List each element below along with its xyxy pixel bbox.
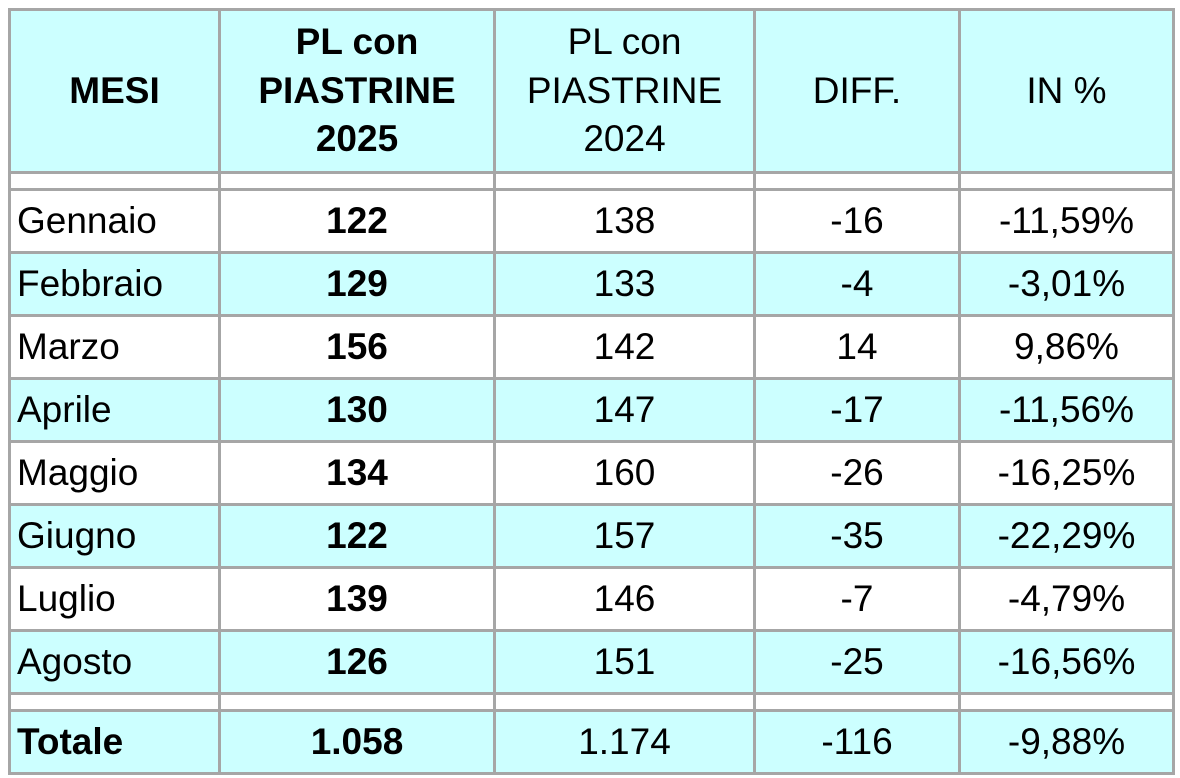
header-row: MESI PL con PIASTRINE 2025 PL con PIASTR… [8,8,1175,174]
month-cell: Febbraio [8,251,221,317]
value-2024-cell: 133 [493,251,756,317]
month-cell: Maggio [8,440,221,506]
header-diff: DIFF. [753,8,961,174]
value-2024-cell: 151 [493,629,756,695]
value-2025-cell: 122 [218,503,496,569]
table-row-marzo: Marzo 156 142 14 9,86% [8,314,1175,380]
table-row-luglio: Luglio 139 146 -7 -4,79% [8,566,1175,632]
table-row-gennaio: Gennaio 122 138 -16 -11,59% [8,188,1175,254]
pct-cell: -4,79% [958,566,1175,632]
diff-cell: -26 [753,440,961,506]
diff-cell: -25 [753,629,961,695]
total-row: Totale 1.058 1.174 -116 -9,88% [8,709,1175,775]
month-cell: Luglio [8,566,221,632]
value-2024-cell: 160 [493,440,756,506]
pct-cell: -3,01% [958,251,1175,317]
month-cell: Gennaio [8,188,221,254]
pct-cell: 9,86% [958,314,1175,380]
pct-cell: -16,25% [958,440,1175,506]
pct-cell: -22,29% [958,503,1175,569]
month-cell: Marzo [8,314,221,380]
header-pl-piastrine-2024: PL con PIASTRINE 2024 [493,8,756,174]
value-2025-cell: 130 [218,377,496,443]
diff-cell: -4 [753,251,961,317]
month-cell: Aprile [8,377,221,443]
monthly-comparison-table: MESI PL con PIASTRINE 2025 PL con PIASTR… [8,8,1175,775]
diff-cell: -7 [753,566,961,632]
total-pct-cell: -9,88% [958,709,1175,775]
pct-cell: -11,59% [958,188,1175,254]
value-2024-cell: 138 [493,188,756,254]
value-2025-cell: 156 [218,314,496,380]
total-label-cell: Totale [8,709,221,775]
value-2025-cell: 129 [218,251,496,317]
table-row-agosto: Agosto 126 151 -25 -16,56% [8,629,1175,695]
pct-cell: -16,56% [958,629,1175,695]
month-cell: Agosto [8,629,221,695]
value-2025-cell: 126 [218,629,496,695]
pct-cell: -11,56% [958,377,1175,443]
diff-cell: -16 [753,188,961,254]
value-2024-cell: 157 [493,503,756,569]
table-row-giugno: Giugno 122 157 -35 -22,29% [8,503,1175,569]
value-2024-cell: 147 [493,377,756,443]
header-mesi: MESI [8,8,221,174]
value-2025-cell: 134 [218,440,496,506]
month-cell: Giugno [8,503,221,569]
spacer-row [8,171,1175,191]
spacer-row [8,692,1175,712]
table-row-aprile: Aprile 130 147 -17 -11,56% [8,377,1175,443]
header-pl-piastrine-2025: PL con PIASTRINE 2025 [218,8,496,174]
diff-cell: 14 [753,314,961,380]
value-2024-cell: 146 [493,566,756,632]
diff-cell: -17 [753,377,961,443]
header-in-pct: IN % [958,8,1175,174]
total-diff-cell: -116 [753,709,961,775]
value-2025-cell: 139 [218,566,496,632]
total-2025-cell: 1.058 [218,709,496,775]
value-2024-cell: 142 [493,314,756,380]
table-row-maggio: Maggio 134 160 -26 -16,25% [8,440,1175,506]
diff-cell: -35 [753,503,961,569]
total-2024-cell: 1.174 [493,709,756,775]
table-row-febbraio: Febbraio 129 133 -4 -3,01% [8,251,1175,317]
value-2025-cell: 122 [218,188,496,254]
